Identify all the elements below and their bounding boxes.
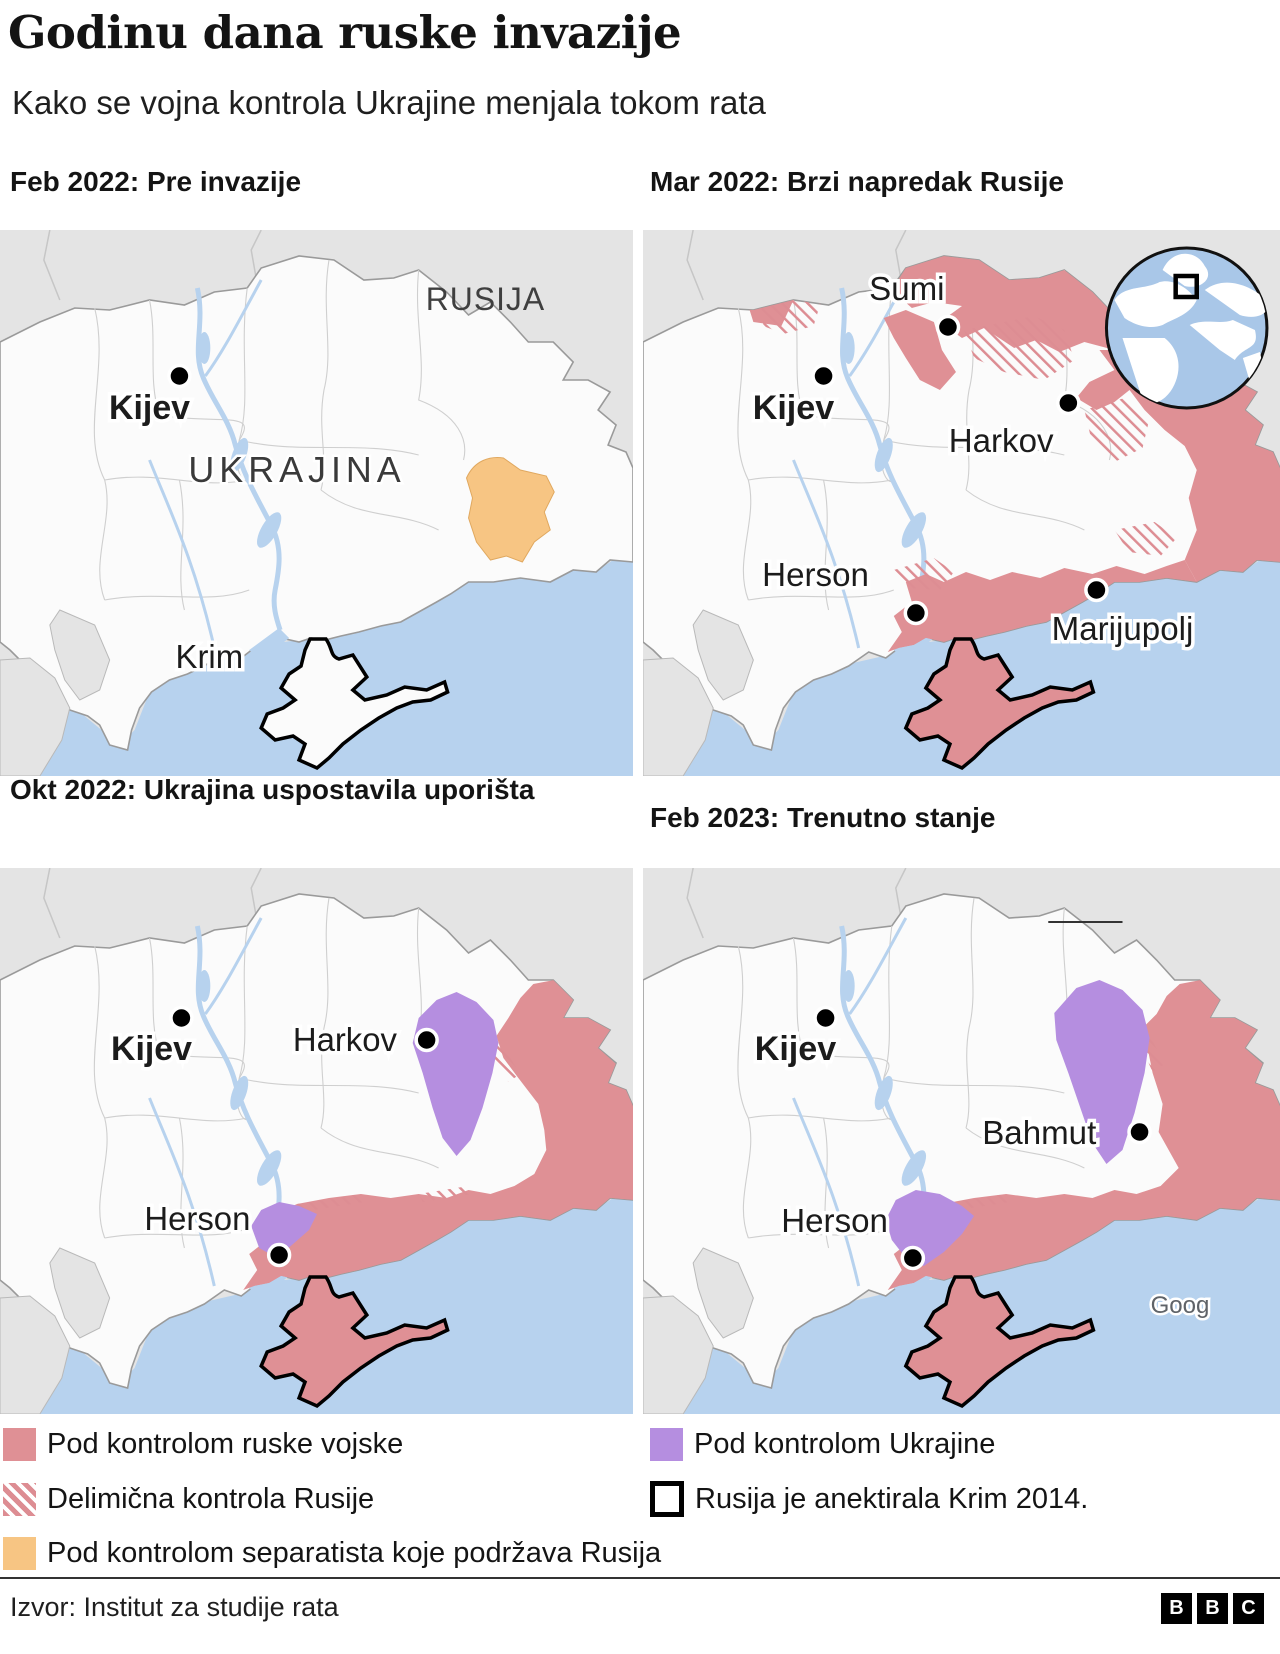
legend-swatch-annexed bbox=[650, 1481, 684, 1517]
label-bahmut: Bahmut bbox=[982, 1115, 1096, 1152]
kijev-dot bbox=[167, 363, 192, 389]
page-subtitle: Kako se vojna kontrola Ukrajine menjala … bbox=[12, 84, 766, 121]
bbc-logo-letter: C bbox=[1233, 1593, 1264, 1624]
label-kijev: Kijev bbox=[753, 389, 835, 427]
map-okt2022: Kijev Harkov Herson bbox=[0, 868, 633, 1414]
map-watermark: Goog bbox=[1151, 1292, 1210, 1319]
legend-label-ukraine: Pod kontrolom Ukrajine bbox=[694, 1427, 996, 1460]
bahmut-dot bbox=[1127, 1119, 1152, 1145]
separatist-area bbox=[465, 457, 555, 563]
panel-heading-okt2022: Okt 2022: Ukrajina uspostavila uporišta bbox=[10, 774, 535, 805]
panel-heading-feb2022: Feb 2022: Pre invazije bbox=[10, 166, 302, 197]
label-herson: Herson bbox=[781, 1203, 888, 1240]
globe-location-marker bbox=[1173, 273, 1199, 300]
marijupolj-dot bbox=[1084, 577, 1109, 603]
label-harkov: Harkov bbox=[293, 1021, 398, 1058]
legend-swatch-partial bbox=[3, 1482, 36, 1516]
kijev-dot bbox=[811, 363, 836, 389]
label-krim: Krim bbox=[176, 638, 244, 675]
legend-item-ukraine: Pod kontrolom Ukrajine bbox=[650, 1424, 995, 1464]
legend-label-russian: Pod kontrolom ruske vojske bbox=[47, 1427, 404, 1460]
map-mar2022: Sumi Kijev Harkov Herson Marijupolj bbox=[643, 230, 1280, 776]
legend-swatch-russian bbox=[3, 1427, 36, 1461]
harkov-dot bbox=[1056, 390, 1081, 416]
label-kijev: Kijev bbox=[111, 1030, 192, 1068]
legend-label-separatist: Pod kontrolom separatista koje podržava … bbox=[47, 1536, 662, 1569]
legend-swatch-separatist bbox=[3, 1536, 36, 1570]
footer-divider bbox=[0, 1577, 1280, 1579]
legend-swatch-ukraine bbox=[650, 1427, 683, 1461]
bbc-logo-letter: B bbox=[1161, 1593, 1192, 1624]
panel-heading-feb2023: Feb 2023: Trenutno stanje bbox=[650, 802, 996, 833]
map-feb2023: Kijev Bahmut Herson Goog bbox=[643, 868, 1280, 1414]
globe-inset bbox=[1104, 246, 1269, 410]
label-ukrajina: UKRAJINA bbox=[188, 449, 405, 490]
harkov-dot bbox=[414, 1027, 439, 1053]
label-marijupolj: Marijupolj bbox=[1052, 611, 1194, 648]
herson-dot bbox=[266, 1242, 292, 1268]
label-herson: Herson bbox=[762, 557, 869, 594]
legend-item-russian: Pod kontrolom ruske vojske bbox=[3, 1424, 403, 1464]
legend-item-separatist: Pod kontrolom separatista koje podržava … bbox=[3, 1533, 661, 1573]
sumi-dot bbox=[935, 314, 961, 340]
label-rusija: RUSIJA bbox=[426, 281, 545, 317]
legend-label-annexed: Rusija je anektirala Krim 2014. bbox=[695, 1482, 1089, 1515]
russian-control-area bbox=[887, 980, 1280, 1290]
kijev-dot bbox=[169, 1005, 194, 1031]
legend-item-partial: Delimična kontrola Rusije bbox=[3, 1479, 374, 1519]
bbc-logo-letter: B bbox=[1197, 1593, 1228, 1624]
label-harkov: Harkov bbox=[949, 423, 1054, 460]
herson-dot bbox=[900, 1245, 926, 1271]
herson-dot bbox=[903, 600, 929, 626]
russian-control-area bbox=[243, 980, 633, 1290]
label-sumi: Sumi bbox=[869, 271, 944, 308]
label-herson: Herson bbox=[144, 1200, 250, 1237]
bbc-logo: B B C bbox=[1161, 1593, 1264, 1624]
ukraine-control-kherson bbox=[251, 1202, 317, 1258]
label-kijev: Kijev bbox=[755, 1030, 837, 1068]
page-title: Godinu dana ruske invazije bbox=[8, 6, 682, 59]
ukraine-control-area bbox=[1054, 980, 1150, 1164]
panel-heading-mar2022: Mar 2022: Brzi napredak Rusije bbox=[650, 166, 1064, 197]
map-feb2022: RUSIJA UKRAJINA Krim Kijev bbox=[0, 230, 633, 776]
partial-control-areas bbox=[761, 292, 1177, 590]
legend-label-partial: Delimična kontrola Rusije bbox=[47, 1482, 375, 1515]
legend-item-annexed: Rusija je anektirala Krim 2014. bbox=[650, 1479, 1088, 1519]
source-credit: Izvor: Institut za studije rata bbox=[10, 1592, 339, 1622]
label-kijev: Kijev bbox=[109, 389, 190, 427]
kijev-dot bbox=[813, 1005, 838, 1031]
